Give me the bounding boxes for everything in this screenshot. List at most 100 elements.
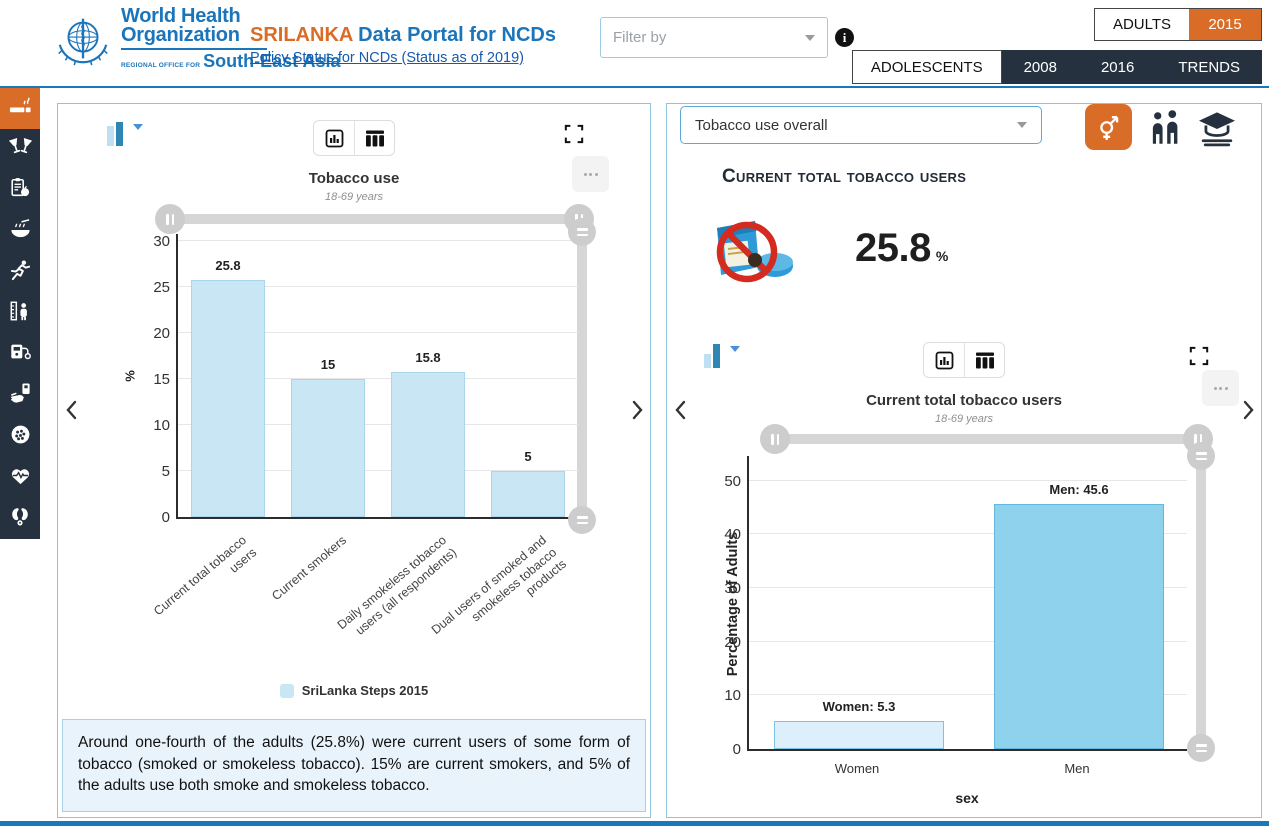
policy-status-link[interactable]: Policy Status for NCDs (Status as of 201…: [250, 50, 524, 66]
gridline: [178, 378, 578, 380]
bar-value-label: Women: 5.3: [822, 698, 896, 714]
more-options-button[interactable]: [1202, 370, 1239, 406]
chart-bar[interactable]: [774, 720, 944, 749]
fullscreen-button[interactable]: [1189, 346, 1211, 368]
cells-icon: [9, 423, 32, 451]
by-education-toggle[interactable]: [1195, 110, 1239, 148]
page-title-rest: Data Portal for NCDs: [358, 24, 556, 46]
sidebar-item-kidney[interactable]: [0, 498, 40, 539]
sidebar-item-tobacco[interactable]: [0, 88, 40, 129]
chart-view-toggle: [923, 342, 1005, 378]
chart-bar[interactable]: [291, 379, 365, 517]
chevron-down-icon: [805, 34, 815, 41]
sidebar-item-overweight[interactable]: [0, 293, 40, 334]
chevron-right-icon: [1243, 400, 1254, 420]
blood-glucose-icon: [9, 382, 32, 410]
next-chart-arrow[interactable]: [629, 399, 645, 421]
sidebar-item-alcohol[interactable]: [0, 129, 40, 170]
who-org-line1: World Health: [121, 5, 241, 27]
vslider-handle-top[interactable]: [1187, 442, 1215, 470]
indicator-dropdown[interactable]: Tobacco use overall: [680, 106, 1042, 144]
sidebar-item-cvd-risk[interactable]: [0, 457, 40, 498]
sidebar-item-blood-pressure[interactable]: [0, 334, 40, 375]
y-tick-label: 10: [724, 687, 741, 705]
prev-chart-arrow[interactable]: [63, 399, 79, 421]
chart-type-selector[interactable]: [703, 342, 740, 370]
vslider-handle-top[interactable]: [568, 218, 596, 246]
vertical-zoom-slider[interactable]: [577, 228, 587, 524]
tab-2008[interactable]: 2008: [1023, 58, 1057, 76]
tobacco-use-chart: 0 5 10 15 20 25 30 25.8 15 15.8 5: [153, 233, 578, 526]
slider-handle-left[interactable]: [760, 424, 790, 454]
table-view-button[interactable]: [354, 121, 394, 155]
chart-bar[interactable]: [391, 371, 465, 517]
chart-bar[interactable]: [994, 504, 1164, 749]
vslider-handle-bottom[interactable]: [568, 506, 596, 534]
two-people-icon: [1152, 110, 1178, 144]
section-title: Current total tobacco users: [722, 166, 967, 187]
stat-unit: %: [935, 248, 949, 264]
chart-description: Around one-fourth of the adults (25.8%) …: [62, 718, 646, 812]
by-age-toggle[interactable]: [1147, 108, 1183, 148]
prev-chart-arrow[interactable]: [672, 399, 688, 421]
info-icon[interactable]: i: [835, 28, 854, 47]
chart-bar[interactable]: [191, 279, 265, 517]
header: World Health Organization REGIONAL OFFIC…: [0, 0, 1269, 88]
x-axis-categories: Current total tobacco users Current smoke…: [58, 523, 650, 688]
ellipsis-icon: [583, 172, 587, 176]
survey-tabs-dark-group: 2008 2016 TRENDS: [1001, 50, 1262, 84]
filter-by-dropdown[interactable]: Filter by: [600, 17, 828, 58]
chart-plot-area: 0 10 20 30 40 50 Women: 5.3 Men: 45.6: [724, 456, 1187, 758]
bar-value-label: 15: [320, 357, 336, 373]
tobacco-indicators-panel: Tobacco use 18-69 years % 0 5 10 15 20 25 30 25…: [57, 103, 651, 818]
alcohol-glasses-icon: [8, 136, 32, 164]
bar-chart-view-button[interactable]: [314, 121, 354, 155]
table-columns-icon: [365, 130, 384, 146]
chart-subtitle: 18-69 years: [934, 413, 994, 425]
vertical-zoom-slider[interactable]: [1196, 452, 1206, 752]
page-bottom-rule: [0, 821, 1269, 826]
fullscreen-icon: [1189, 346, 1209, 366]
tab-2015[interactable]: 2015: [1189, 9, 1261, 40]
bar-chart-view-button[interactable]: [924, 343, 964, 377]
legend-item[interactable]: SriLanka Steps 2015: [58, 683, 650, 698]
who-emblem-icon: [52, 7, 114, 76]
chevron-down-icon: [133, 124, 143, 130]
x-axis-categories: Women Men: [667, 761, 1261, 783]
next-chart-arrow[interactable]: [1240, 399, 1256, 421]
bar-chart-type-icon: [107, 122, 123, 146]
x-axis-label: sex: [955, 790, 979, 806]
salt-bowl-icon: [9, 218, 32, 246]
vslider-handle-bottom[interactable]: [1187, 734, 1215, 762]
gridline: [178, 332, 578, 334]
tab-2016[interactable]: 2016: [1100, 58, 1135, 76]
stat-value: 25.8: [855, 226, 931, 270]
horizontal-zoom-slider[interactable]: [775, 434, 1199, 444]
slider-handle-left[interactable]: [155, 204, 185, 234]
chart-type-selector[interactable]: [106, 120, 143, 148]
sidebar-item-diet[interactable]: [0, 170, 40, 211]
sidebar-item-cholesterol[interactable]: [0, 416, 40, 457]
filter-placeholder: Filter by: [613, 29, 667, 46]
chevron-down-icon: [730, 346, 740, 352]
sidebar-item-salt[interactable]: [0, 211, 40, 252]
bar-value-label: 25.8: [215, 257, 241, 273]
sidebar-item-blood-glucose[interactable]: [0, 375, 40, 416]
sidebar-item-physical-activity[interactable]: [0, 252, 40, 293]
by-sex-toggle[interactable]: [1085, 104, 1132, 150]
more-options-button[interactable]: [572, 156, 609, 192]
bar-chart-icon: [935, 351, 953, 369]
fullscreen-button[interactable]: [564, 124, 586, 146]
chart-bar[interactable]: [491, 471, 565, 517]
population-tabs: ADULTS 2015: [1094, 8, 1262, 41]
horizontal-zoom-slider[interactable]: [170, 214, 580, 224]
tab-trends[interactable]: TRENDS: [1178, 58, 1240, 76]
table-view-button[interactable]: [964, 343, 1004, 377]
who-logo: World Health Organization REGIONAL OFFIC…: [52, 5, 341, 76]
physical-activity-icon: [9, 259, 32, 287]
tab-adults[interactable]: ADULTS: [1095, 9, 1189, 40]
body-measure-icon: [9, 300, 31, 327]
gridline: [178, 470, 578, 472]
indicator-dropdown-value: Tobacco use overall: [695, 116, 828, 134]
tab-adolescents[interactable]: ADOLESCENTS: [851, 50, 1002, 84]
